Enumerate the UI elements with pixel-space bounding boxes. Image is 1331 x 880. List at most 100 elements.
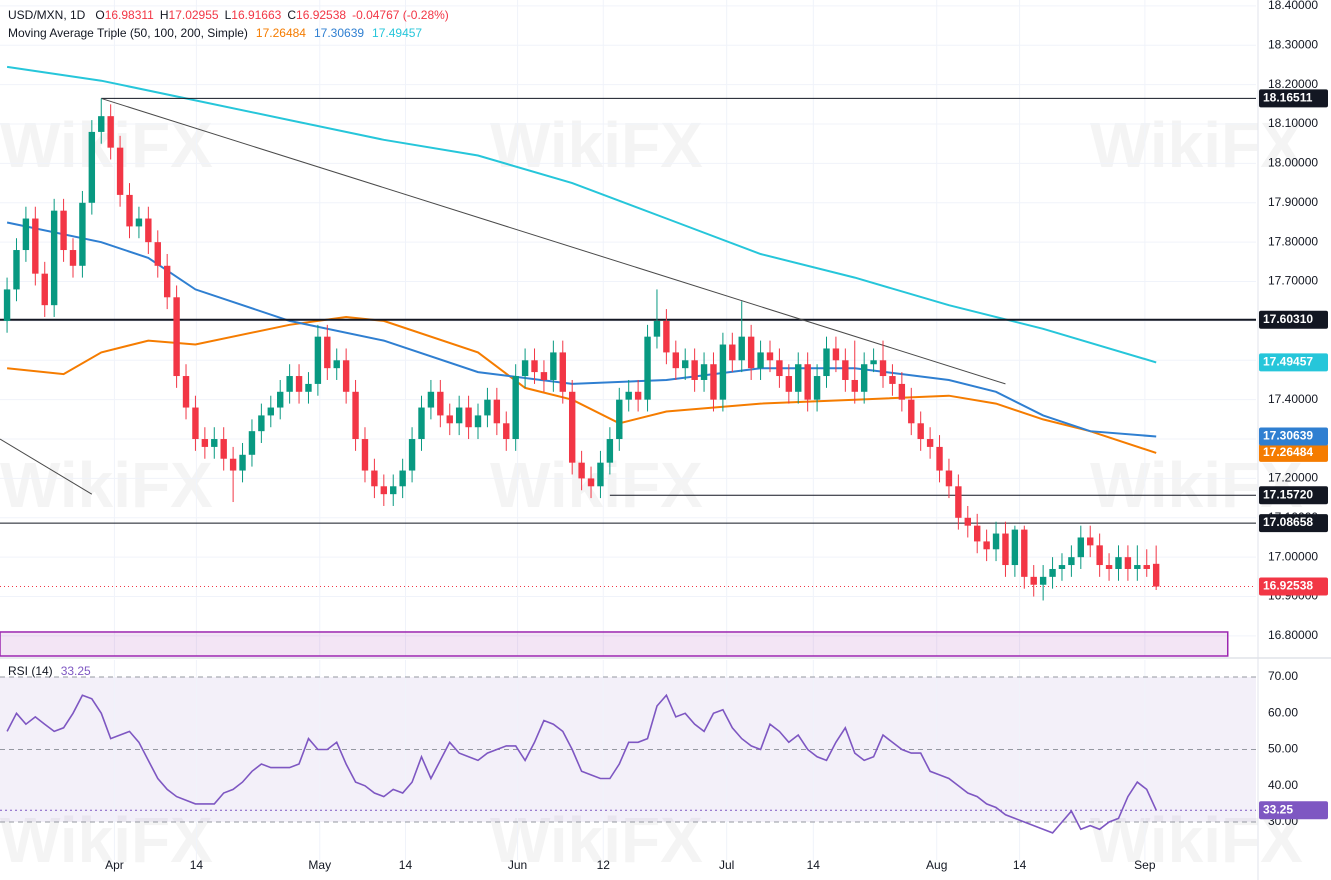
candle-body xyxy=(399,470,406,487)
candle-body xyxy=(173,297,180,377)
candle-body xyxy=(455,407,463,424)
candle-body xyxy=(69,250,77,266)
candle-body xyxy=(314,336,322,384)
candle-body xyxy=(32,218,39,274)
candle-body xyxy=(258,415,265,432)
zone xyxy=(0,631,1229,657)
candle-body xyxy=(267,407,274,416)
candle-body xyxy=(418,407,425,440)
ohlc-key: O xyxy=(95,8,104,22)
ma-label: 17.26484 xyxy=(1263,445,1313,459)
candle-body xyxy=(889,376,896,384)
last-price-label-bg xyxy=(1259,577,1328,596)
candle-body xyxy=(813,376,821,400)
candle-body xyxy=(559,352,566,392)
moving-average xyxy=(6,65,1157,364)
candle-body xyxy=(484,399,491,416)
legend-ohlc: USD/MXN, 1D O16.98311 H17.02955 L16.91663 C1… xyxy=(8,8,449,22)
candle-body xyxy=(220,439,227,459)
candle-body xyxy=(550,352,557,380)
candle-body xyxy=(239,454,246,471)
candle-body xyxy=(474,415,482,428)
candle-body xyxy=(785,376,793,392)
candle-body xyxy=(135,218,143,227)
candle-body xyxy=(465,407,472,428)
candle-body xyxy=(1105,565,1113,569)
legend-rsi: RSI (14) 33.25 xyxy=(8,664,91,678)
candle-body xyxy=(936,446,943,471)
candle-body xyxy=(1124,557,1132,569)
candle-body xyxy=(842,360,849,380)
x-tick-label: Sep xyxy=(1134,858,1156,872)
candle-body xyxy=(126,194,133,227)
candle-body xyxy=(286,376,293,392)
candle-body xyxy=(512,376,519,440)
candle-body xyxy=(107,116,114,148)
watermark: WikiFX xyxy=(0,109,213,181)
ohlc-value: 16.91663 xyxy=(231,8,281,22)
y-tick-label: 17.40000 xyxy=(1268,392,1318,406)
candle-body xyxy=(503,423,510,440)
candle-body xyxy=(1087,537,1094,546)
candle-body xyxy=(540,372,548,380)
candle-body xyxy=(1152,563,1160,587)
candle-body xyxy=(860,364,868,392)
trendline xyxy=(0,438,93,495)
candle-body xyxy=(945,470,953,487)
candle-body xyxy=(1039,576,1047,585)
level-label-bg xyxy=(1259,486,1328,505)
candle-body xyxy=(747,336,755,369)
x-tick-label: May xyxy=(308,858,331,872)
x-tick-label: 12 xyxy=(597,858,611,872)
candle-body xyxy=(192,407,199,440)
candle-body xyxy=(211,439,218,447)
candle-body xyxy=(964,517,971,526)
candle-body xyxy=(79,202,86,266)
candle-body xyxy=(898,383,906,400)
y-tick-label: 70.00 xyxy=(1268,669,1298,683)
candle-body xyxy=(295,376,303,392)
candle-body xyxy=(682,360,689,369)
x-tick-label: 14 xyxy=(807,858,821,872)
candle-body xyxy=(908,399,915,424)
y-tick-label: 18.30000 xyxy=(1268,37,1318,51)
y-tick-label: 60.00 xyxy=(1268,705,1298,719)
ma-label-bg xyxy=(1259,427,1328,446)
rsi-last-label-bg xyxy=(1259,801,1328,820)
candle-body xyxy=(531,360,538,373)
candle-body xyxy=(804,364,811,400)
candle-body xyxy=(851,379,858,392)
candle-body xyxy=(691,360,698,380)
x-tick-label: Jun xyxy=(508,858,527,872)
x-tick-label: 14 xyxy=(190,858,204,872)
y-tick-label: 50.00 xyxy=(1268,742,1298,756)
candle-body xyxy=(719,344,727,400)
candle-body xyxy=(145,218,152,243)
y-tick-label: 18.00000 xyxy=(1268,156,1318,170)
candle-body xyxy=(1068,557,1075,566)
rsi-line xyxy=(6,693,1157,834)
candle-body xyxy=(13,250,20,290)
candle-body xyxy=(776,360,783,377)
candle-body xyxy=(437,391,444,416)
level-label: 18.16511 xyxy=(1263,91,1313,105)
y-tick-label: 16.80000 xyxy=(1268,628,1318,642)
x-tick-label: Aug xyxy=(926,858,947,872)
rsi-title: RSI (14) xyxy=(8,664,53,678)
candle-body xyxy=(926,439,934,447)
candle-body xyxy=(917,423,924,440)
candle-body xyxy=(879,360,887,377)
ohlc-value: 16.92538 xyxy=(296,8,346,22)
rsi-last-label: 33.25 xyxy=(1263,802,1293,816)
candle-body xyxy=(597,462,604,487)
candle-body xyxy=(116,147,124,195)
candle-body xyxy=(390,486,397,495)
ohlc-key: H xyxy=(160,8,169,22)
y-tick-label: 40.00 xyxy=(1268,778,1298,792)
candle-body xyxy=(305,383,312,392)
watermark: WikiFX xyxy=(0,804,213,876)
ohlc-key: L xyxy=(225,8,232,22)
